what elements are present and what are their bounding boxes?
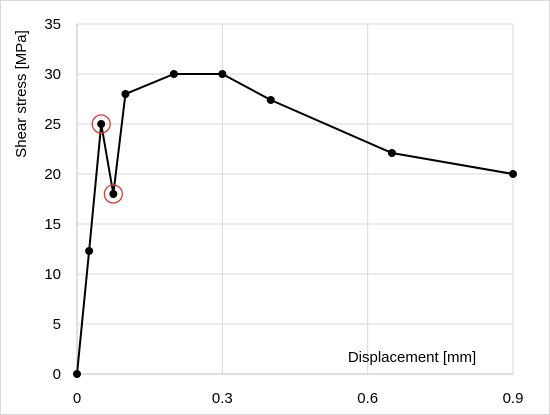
y-tick-label: 35 [44,16,61,33]
x-tick-label: 0.3 [212,390,233,407]
y-tick-label: 5 [53,316,61,333]
x-tick-label: 0.6 [357,390,378,407]
data-point [109,190,118,198]
x-axis-label: Displacement [mm] [348,349,476,366]
y-tick-label: 0 [53,366,61,383]
grid-lines [77,23,514,374]
x-tick-label: 0.9 [503,390,524,407]
data-point [387,149,396,157]
y-tick-label: 25 [44,116,61,133]
y-tick-label: 20 [44,166,61,183]
data-point [266,96,275,104]
highlight-circle [91,114,111,134]
highlight-circle [103,184,123,204]
data-point [169,70,178,78]
data-point [509,170,517,178]
data-point [121,90,130,98]
y-tick-label: 10 [44,266,61,283]
axes [76,24,513,375]
data-series [73,70,517,378]
highlight-circles [91,114,123,204]
data-point [85,247,94,255]
y-tick-label: 15 [44,216,61,233]
y-axis-label: Shear stress [MPa] [13,30,30,158]
data-point [97,120,106,128]
series-line [76,73,514,375]
x-tick-label: 0 [73,390,81,407]
data-point [73,370,81,378]
y-tick-label: 30 [44,66,61,83]
data-point [218,70,227,78]
tick-labels: 0 5 10 15 20 25 30 35 0 0.3 0.6 0.9 [44,16,523,407]
